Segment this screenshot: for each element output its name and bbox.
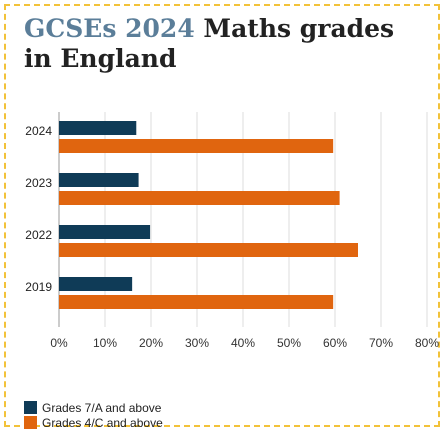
x-tick-label: 10% [93, 336, 117, 350]
chart-title: GCSEs 2024 Maths grades in England [24, 14, 424, 74]
title-rest: Maths grades in England [24, 14, 395, 73]
bar-grade-7-2022 [59, 225, 151, 239]
bar-grade-7-2024 [59, 121, 137, 135]
category-label: 2023 [25, 176, 52, 190]
legend: Grades 7/A and above Grades 4/C and abov… [24, 400, 163, 430]
legend-swatch [24, 401, 37, 414]
chart-frame [4, 4, 440, 427]
bar-grade-4-2019 [59, 295, 334, 309]
bar-grade-7-2023 [59, 173, 139, 187]
x-tick-label: 40% [231, 336, 255, 350]
legend-item: Grades 7/A and above [24, 400, 163, 415]
category-labels: 2024 2023 2022 2019 [25, 124, 52, 294]
x-tick-labels: 0% 10% 20% 30% 40% 50% 60% 70% 80% [50, 336, 439, 350]
bar-grade-4-2022 [59, 243, 358, 257]
legend-swatch [24, 416, 37, 429]
x-tick-label: 50% [277, 336, 301, 350]
category-label: 2022 [25, 228, 52, 242]
bar-grade-4-2023 [59, 191, 340, 205]
x-tick-label: 70% [369, 336, 393, 350]
legend-label: Grades 4/C and above [42, 415, 163, 430]
category-label: 2019 [25, 280, 52, 294]
legend-item: Grades 4/C and above [24, 415, 163, 430]
bars [59, 121, 358, 309]
x-tick-label: 20% [139, 336, 163, 350]
title-accent: GCSEs 2024 [24, 14, 195, 43]
category-label: 2024 [25, 124, 52, 138]
x-tick-label: 60% [323, 336, 347, 350]
bar-grade-7-2019 [59, 277, 133, 291]
legend-label: Grades 7/A and above [42, 400, 162, 415]
x-tick-label: 80% [415, 336, 439, 350]
x-tick-label: 0% [50, 336, 68, 350]
bar-grade-4-2024 [59, 139, 334, 153]
x-tick-label: 30% [185, 336, 209, 350]
